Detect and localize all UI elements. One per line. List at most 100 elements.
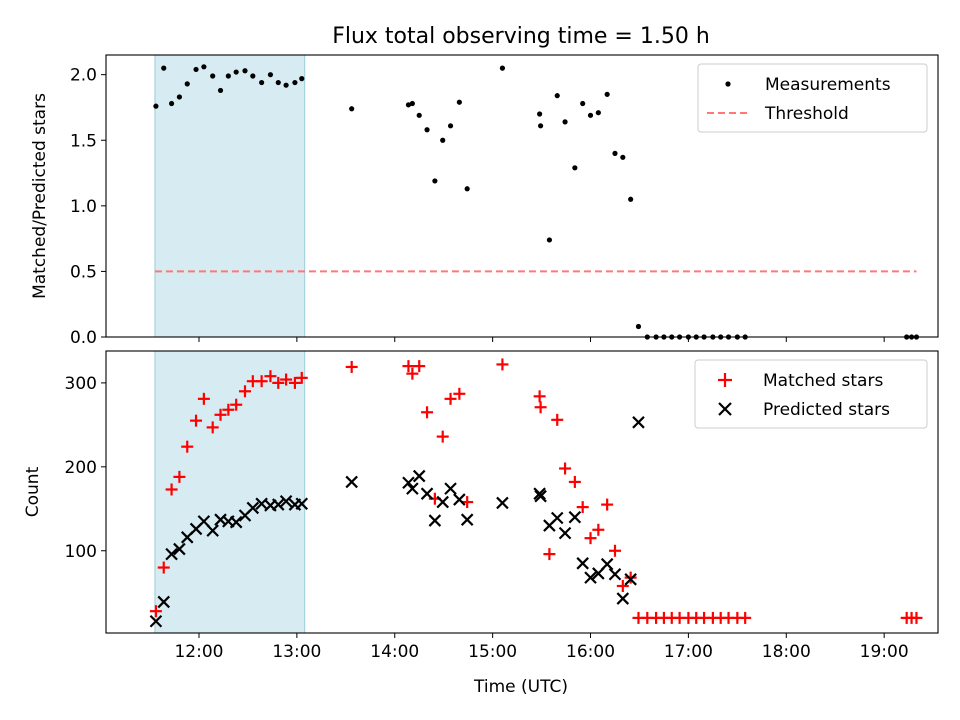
ratio-panel-frame: [105, 54, 939, 338]
predicted-point: [632, 416, 645, 429]
measurement-point: [225, 73, 231, 79]
predicted-point: [149, 614, 163, 628]
shaded-span: [154, 350, 306, 634]
matched-point: [264, 370, 277, 383]
matched-point: [295, 371, 308, 384]
measurement-point: [546, 237, 553, 243]
measurement-point: [464, 186, 470, 192]
predicted-point: [412, 469, 426, 483]
measurement-point: [292, 79, 298, 86]
x-tick-label: 16:00: [566, 642, 615, 662]
legend-measurements-label: Measurements: [765, 75, 891, 95]
measurement-point: [537, 111, 543, 117]
matched-point: [436, 430, 449, 443]
legend-predicted-label: Predicted stars: [763, 400, 890, 420]
matched-point: [165, 483, 178, 496]
matched-point: [534, 401, 547, 414]
predicted-point: [206, 524, 219, 537]
measurement-point: [409, 100, 415, 107]
predicted-point: [420, 487, 434, 500]
matched-point: [181, 440, 194, 453]
matched-point: [288, 376, 301, 389]
matched-point: [576, 501, 589, 514]
predicted-point: [460, 513, 474, 526]
predicted-point: [157, 595, 171, 609]
matched-point: [222, 403, 235, 416]
observing-window-span: [154, 54, 306, 338]
matched-point: [421, 406, 434, 419]
x-tick-label: 18:00: [762, 642, 811, 662]
count-legend-box: [694, 359, 928, 429]
predicted-point: [534, 489, 547, 503]
measurement-point: [537, 123, 544, 129]
x-axis-label: Time (UTC): [473, 677, 568, 697]
measurement-point: [635, 323, 642, 330]
legend-predicted-marker: [718, 402, 732, 416]
matched-point: [601, 498, 614, 511]
matched-point: [255, 375, 268, 388]
measurement-point: [405, 102, 412, 108]
measurement-point: [161, 65, 167, 71]
predicted-point: [568, 510, 582, 524]
predicted-point: [550, 511, 564, 525]
y-tick-label: 2.0: [70, 66, 97, 86]
predicted-point: [444, 482, 457, 495]
y-tick-label: 200: [65, 458, 97, 478]
measurement-point: [447, 123, 454, 129]
predicted-point: [624, 573, 637, 586]
measurement-point: [580, 100, 586, 107]
count-panel: 100 200 300 12:00 13:00 14:00 15:00 16:00 17:00…: [23, 350, 939, 697]
matched-point: [272, 376, 285, 389]
matched-point: [238, 385, 251, 398]
count-legend: Matched stars Predicted stars: [694, 359, 928, 429]
matched-point: [910, 611, 923, 624]
observing-window-span: [154, 350, 306, 634]
x-tick-label: 19:00: [860, 642, 909, 662]
matched-point: [402, 360, 415, 373]
measurement-point: [424, 127, 430, 133]
ratio-x-ticks: [198, 337, 885, 342]
legend-measurements-marker: [725, 81, 731, 87]
measurement-point: [499, 65, 506, 71]
y-tick-label: 1.5: [70, 131, 97, 151]
measurement-point: [595, 110, 601, 116]
predicted-point: [271, 498, 285, 511]
measurement-point: [604, 91, 610, 97]
matched-point: [533, 390, 546, 403]
matched-point: [406, 367, 419, 380]
measurement-point: [572, 165, 578, 171]
matched-point: [551, 413, 564, 426]
predicted-point: [496, 496, 509, 510]
measurement-point: [184, 81, 190, 87]
measurement-point: [416, 112, 422, 118]
legend-matched-label: Matched stars: [763, 371, 883, 391]
x-tick-label: 14:00: [370, 642, 419, 662]
predicted-point: [428, 514, 442, 527]
measurement-point: [176, 94, 183, 100]
ratio-y-axis-label: Matched/Predicted stars: [30, 93, 50, 299]
matched-point: [592, 523, 605, 536]
measurement-point: [440, 137, 446, 143]
matched-point: [543, 548, 556, 561]
matched-point: [568, 475, 581, 488]
predicted-point: [608, 567, 622, 581]
predicted-point: [345, 475, 358, 489]
ratio-panel: 0.00.51.01.52.0 Matched/Predicted stars …: [30, 54, 939, 348]
ratio-y-ticks: 0.0 0.5 1.0 1.5 2.0: [70, 66, 106, 348]
y-tick-label: 1.0: [70, 197, 97, 217]
x-tick-label: 13:00: [272, 642, 321, 662]
matched-point: [345, 360, 358, 373]
predicted-point: [402, 476, 415, 490]
legend-matched-marker: [718, 373, 732, 387]
matched-point: [739, 611, 752, 624]
measurement-point: [275, 79, 281, 86]
measurement-point: [349, 106, 355, 112]
predicted-point: [576, 557, 589, 570]
matched-point: [608, 544, 621, 557]
x-tick-label: 12:00: [174, 642, 223, 662]
measurement-point: [432, 178, 438, 184]
matched-point: [584, 532, 597, 545]
measurement-point: [283, 82, 289, 88]
matched-point: [280, 373, 293, 386]
